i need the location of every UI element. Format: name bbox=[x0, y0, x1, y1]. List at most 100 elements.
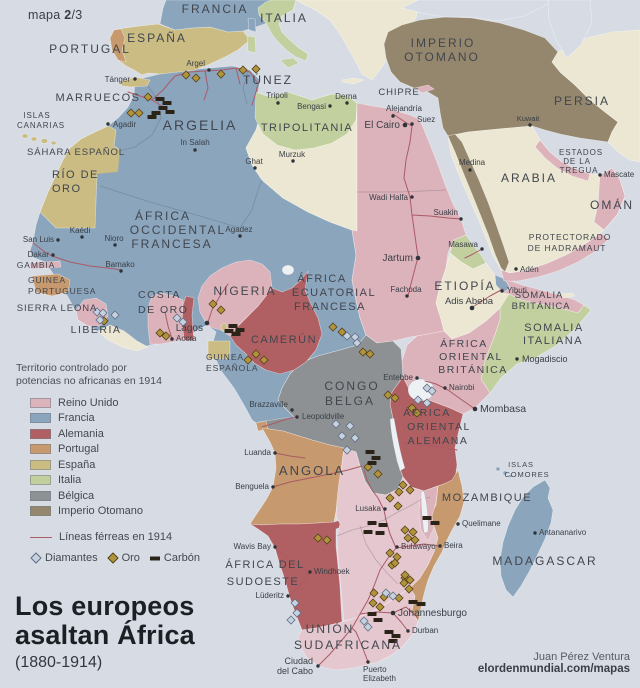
region-liberia bbox=[97, 324, 149, 352]
legend-swatch-uk bbox=[30, 397, 51, 408]
gold-icon bbox=[383, 390, 393, 400]
region-nigeria bbox=[197, 259, 273, 337]
coal-icon bbox=[416, 602, 426, 606]
map-label: BRITÁNICA bbox=[512, 301, 571, 312]
map-label: SUDOESTE bbox=[227, 576, 300, 588]
map-label: ECUATORIAL bbox=[292, 287, 376, 299]
city-dot-nioro bbox=[113, 243, 117, 247]
legend-railways-label: Líneas férreas en 1914 bbox=[59, 531, 173, 543]
legend-swatch-portugal bbox=[30, 444, 51, 455]
borders-layer bbox=[96, 71, 447, 585]
legend-item-label: Bélgica bbox=[58, 489, 95, 502]
map-label: TREGUA bbox=[560, 166, 599, 175]
map-label: FRANCIA bbox=[182, 2, 249, 16]
city-label: Durban bbox=[412, 626, 438, 635]
diamond-icon bbox=[352, 338, 362, 348]
gold-icon bbox=[134, 108, 144, 118]
city-dot-tripoli bbox=[276, 101, 280, 105]
city-dot-mogadiscio bbox=[515, 357, 519, 361]
map-label: ETIOPÍA bbox=[434, 278, 495, 293]
legend-item-germany: Alemania bbox=[16, 426, 201, 442]
gold-icon bbox=[373, 469, 383, 479]
gold-icon bbox=[400, 525, 410, 535]
gold-icon bbox=[368, 598, 378, 608]
legend-item-france: Francia bbox=[16, 411, 201, 427]
gold-icon bbox=[398, 480, 408, 490]
city-label: Puerto bbox=[363, 665, 387, 674]
city-label: Masawa bbox=[448, 240, 478, 249]
city-label: Suakin bbox=[434, 208, 458, 217]
legend-title-line1: Territorio controlado por bbox=[16, 362, 127, 374]
map-label: ANGOLA bbox=[279, 463, 345, 478]
city-dot-puerto bbox=[366, 660, 370, 664]
region-sahara_esp bbox=[39, 125, 121, 229]
map-indicator-number: 2 bbox=[64, 8, 72, 22]
coal-icon bbox=[367, 521, 377, 525]
map-label: DE ORO bbox=[138, 304, 188, 316]
map-label: GUINEA bbox=[206, 352, 244, 362]
railway-line bbox=[261, 416, 297, 428]
coal-icon bbox=[367, 612, 377, 616]
coal-icon bbox=[388, 639, 398, 643]
map-label: ISLAS bbox=[23, 111, 50, 120]
diamond-icon bbox=[342, 445, 352, 455]
gold-icon bbox=[369, 588, 379, 598]
gold-icon bbox=[322, 535, 332, 545]
city-label: Mascate bbox=[604, 170, 635, 179]
gold-icon bbox=[208, 299, 218, 309]
map-label: ÁFRICA bbox=[403, 406, 451, 419]
coal-icon bbox=[149, 556, 160, 561]
city-label: Mombasa bbox=[480, 403, 526, 415]
region-caspian bbox=[547, 0, 593, 59]
map-label: ITALIA bbox=[260, 11, 308, 25]
railway-line bbox=[288, 571, 311, 597]
attribution-author: Juan Pérez Ventura bbox=[533, 651, 630, 663]
map-indicator-prefix: mapa bbox=[28, 8, 65, 22]
gold-icon bbox=[126, 108, 136, 118]
map-label: PORTUGAL bbox=[49, 42, 131, 56]
legend-item-ottoman: Imperio Otomano bbox=[16, 504, 201, 520]
gold-icon bbox=[393, 501, 403, 511]
gold-icon bbox=[403, 533, 413, 543]
legend-swatch-spain bbox=[30, 459, 51, 470]
coal-icon bbox=[391, 634, 401, 638]
regions-layer bbox=[21, 0, 640, 671]
map-label: ÁFRICA bbox=[440, 337, 488, 350]
legend-resource-label: Diamantes bbox=[45, 552, 98, 564]
region-europe_spain bbox=[109, 23, 251, 76]
legend-resources: Diamantes Oro Carbón bbox=[30, 552, 201, 564]
city-label: Alejandría bbox=[386, 104, 423, 113]
map-label: ÁFRICA bbox=[135, 208, 191, 223]
city-dot-wadi-halfa bbox=[410, 195, 414, 199]
legend: Territorio controlado por potencias no a… bbox=[16, 362, 201, 564]
lake bbox=[420, 490, 429, 534]
map-label: ORIENTAL bbox=[407, 421, 471, 433]
diamond-icon bbox=[172, 313, 182, 323]
map-label: SUDAFRICANA bbox=[294, 638, 402, 652]
gold-icon bbox=[181, 70, 191, 80]
map-label: SÁHARA ESPAÑOL bbox=[27, 147, 125, 158]
coal-icon bbox=[422, 516, 432, 520]
map-label: TRIPOLITANIA bbox=[261, 122, 353, 134]
map-label: ALEMANA bbox=[408, 435, 469, 447]
railway-line bbox=[470, 288, 504, 309]
city-label: Murzuk bbox=[279, 150, 306, 159]
map-label: SOMALIA bbox=[515, 290, 564, 301]
coal-icon bbox=[363, 530, 373, 534]
map-label: CAMERÚN bbox=[251, 333, 317, 346]
city-dot-windhoek bbox=[308, 570, 312, 574]
city-dot-mombasa bbox=[472, 406, 478, 412]
map-label: BELGA bbox=[325, 394, 375, 408]
internal-border bbox=[357, 189, 447, 193]
gold-icon bbox=[410, 535, 420, 545]
city-dot-durban bbox=[406, 629, 410, 633]
map-label: LIBERIA bbox=[71, 324, 122, 336]
diamond-icon bbox=[286, 615, 296, 625]
map-title-line1: Los europeos bbox=[15, 591, 195, 621]
legend-item-label: Portugal bbox=[58, 443, 99, 456]
legend-item-belgium: Bélgica bbox=[16, 488, 201, 504]
coal-icon bbox=[367, 461, 377, 465]
city-label: Adén bbox=[520, 265, 539, 274]
gold-icon bbox=[390, 558, 400, 568]
coal-icon bbox=[235, 328, 245, 332]
